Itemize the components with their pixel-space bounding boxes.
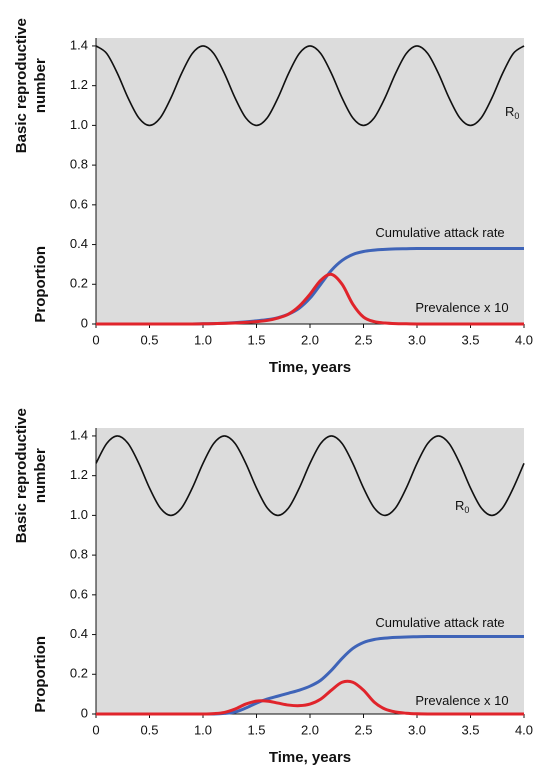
y-tick-label: 0.6 (70, 196, 88, 211)
annotation-subscript: 0 (464, 505, 469, 515)
annotation-text: R (505, 104, 514, 119)
y-tick-label: 0 (81, 705, 88, 720)
y-tick-label: 0.2 (70, 666, 88, 681)
annotation: Prevalence x 10 (415, 693, 508, 708)
series-line (95, 435, 525, 517)
annotation-text: R (455, 498, 464, 513)
y-tick-label: 0 (81, 315, 88, 330)
x-tick-label: 1.5 (247, 722, 265, 737)
y-tick-label: 1.0 (70, 117, 88, 132)
x-tick-label: 3.5 (461, 722, 479, 737)
x-tick-label: 4.0 (515, 722, 533, 737)
x-axis-title: Time, years (269, 749, 351, 766)
y-tick-label: 0.6 (70, 586, 88, 601)
plot-background (96, 428, 524, 714)
series-line (95, 45, 525, 127)
x-tick-label: 3.0 (408, 332, 426, 347)
y-tick-label: 1.2 (70, 467, 88, 482)
y-axis-title: Proportion (32, 636, 49, 713)
y-tick-label: 1.4 (70, 427, 88, 442)
annotation-subscript: 0 (514, 111, 519, 121)
y-tick-label: 0.8 (70, 547, 88, 562)
y-tick-label: 1.2 (70, 77, 88, 92)
annotation: R0 (455, 498, 469, 515)
x-tick-label: 3.5 (461, 332, 479, 347)
y-axis-title: Basic reproductive (13, 408, 30, 543)
annotation-text: Cumulative attack rate (375, 225, 504, 240)
series-line (96, 272, 524, 326)
x-tick-label: 2.0 (301, 332, 319, 347)
annotation-text: Prevalence x 10 (415, 693, 508, 708)
y-tick-label: 0.8 (70, 157, 88, 172)
x-tick-label: 3.0 (408, 722, 426, 737)
annotation: Prevalence x 10 (415, 300, 508, 315)
y-tick-label: 0.4 (70, 236, 88, 251)
x-axis-title: Time, years (269, 359, 351, 376)
x-tick-label: 4.0 (515, 332, 533, 347)
x-tick-label: 0 (92, 332, 99, 347)
annotation-text: Cumulative attack rate (375, 615, 504, 630)
x-tick-label: 2.5 (354, 722, 372, 737)
x-tick-label: 2.0 (301, 722, 319, 737)
series-line (96, 679, 524, 716)
y-axis-title: number (32, 448, 49, 503)
y-axis-title: Proportion (32, 246, 49, 323)
annotation: Cumulative attack rate (375, 615, 504, 630)
x-tick-label: 0 (92, 722, 99, 737)
y-axis-title: Basic reproductive (13, 18, 30, 153)
x-tick-label: 2.5 (354, 332, 372, 347)
y-tick-label: 1.0 (70, 507, 88, 522)
annotation-text: Prevalence x 10 (415, 300, 508, 315)
annotation: R0 (505, 104, 519, 121)
y-tick-label: 1.4 (70, 37, 88, 52)
annotation: Cumulative attack rate (375, 225, 504, 240)
y-tick-label: 0.2 (70, 276, 88, 291)
x-tick-label: 1.0 (194, 722, 212, 737)
x-tick-label: 1.0 (194, 332, 212, 347)
y-tick-label: 0.4 (70, 626, 88, 641)
x-tick-label: 0.5 (140, 722, 158, 737)
x-tick-label: 0.5 (140, 332, 158, 347)
x-tick-label: 1.5 (247, 332, 265, 347)
plot-background (96, 38, 524, 324)
y-axis-title: number (32, 58, 49, 113)
